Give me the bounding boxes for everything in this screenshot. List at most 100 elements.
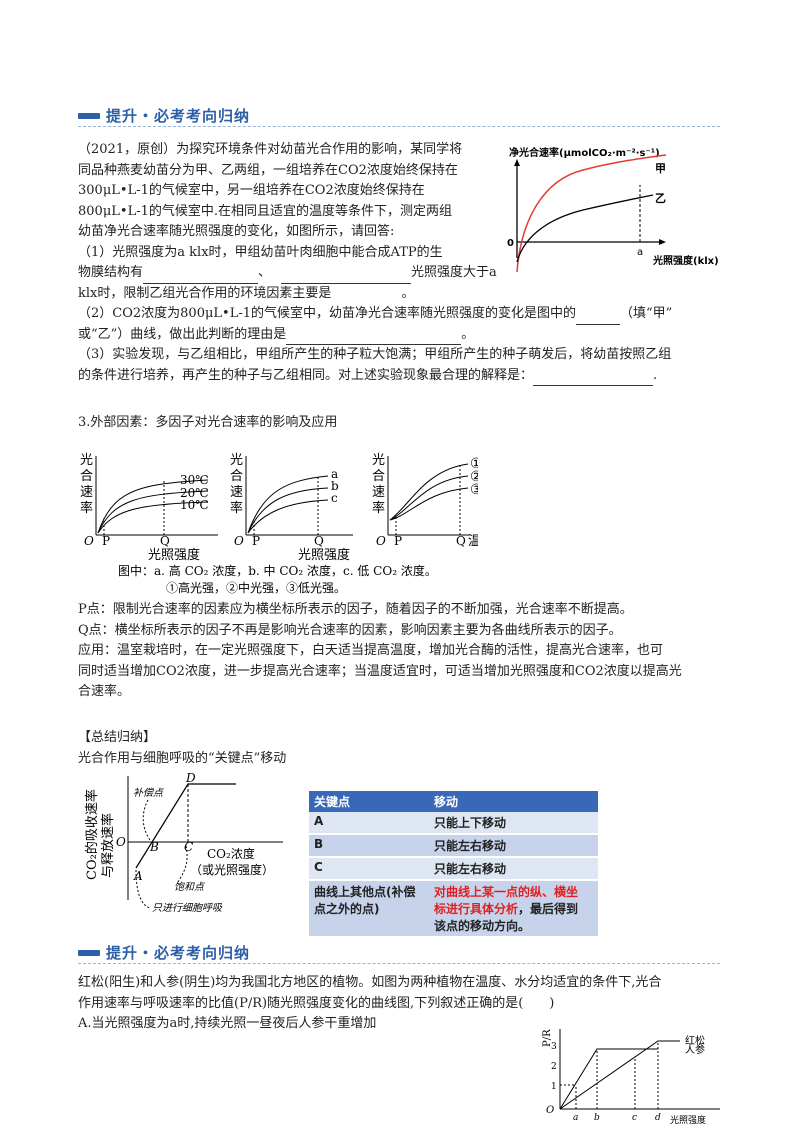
section-title: 提升・必考考向归纳 bbox=[106, 107, 251, 125]
svg-text:A: A bbox=[133, 869, 143, 883]
text-line: 300μL•L-1的气候室中，另一组培养在CO2浓度始终保持在 bbox=[78, 183, 425, 198]
text-line: （2021，原创）为探究环境条件对幼苗光合作用的影响，某同学将 bbox=[78, 142, 463, 157]
svg-text:O: O bbox=[84, 534, 94, 548]
yi-label: 乙 bbox=[655, 192, 666, 205]
svg-text:③: ③ bbox=[470, 482, 478, 498]
summary-heading: 【总结归纳】 光合作用与细胞呼吸的“关键点”移动 bbox=[78, 730, 287, 766]
svg-text:光: 光 bbox=[230, 453, 243, 468]
svg-text:30℃: 30℃ bbox=[180, 473, 209, 487]
answer-blank[interactable] bbox=[281, 269, 412, 284]
answer-blank[interactable] bbox=[143, 269, 259, 284]
svg-text:P: P bbox=[394, 534, 402, 548]
graph-temperature: 光 合 速 率 30℃ 20℃ 10℃ O P Q 光照强度 bbox=[80, 453, 218, 563]
text-line: （1）光照强度为a klx时，甲组幼苗叶肉细胞中能合成ATP的生 bbox=[78, 244, 443, 260]
svg-text:与释放速率: 与释放速率 bbox=[100, 813, 116, 878]
answer-blank[interactable] bbox=[286, 330, 462, 345]
svg-text:速: 速 bbox=[372, 485, 385, 500]
svg-text:光照强度: 光照强度 bbox=[670, 1114, 706, 1125]
text-line: 同品种燕麦幼苗分为甲、乙两组，一组培养在CO2浓度始终保持在 bbox=[78, 162, 458, 178]
section-header: 提升・必考考向归纳 bbox=[78, 105, 250, 126]
svg-text:率: 率 bbox=[372, 500, 385, 516]
svg-text:Q: Q bbox=[314, 534, 324, 548]
text-line: 合速率。 bbox=[78, 684, 131, 699]
svg-text:Q: Q bbox=[160, 534, 170, 548]
svg-text:（或光照强度）: （或光照强度） bbox=[190, 862, 274, 877]
answer-blank[interactable] bbox=[533, 371, 654, 386]
svg-text:b: b bbox=[331, 479, 339, 493]
svg-text:O: O bbox=[546, 1105, 554, 1116]
svg-text:O: O bbox=[376, 534, 386, 548]
table-row: A 只能上下移动 bbox=[309, 812, 598, 835]
svg-text:10℃: 10℃ bbox=[180, 498, 209, 512]
svg-text:c: c bbox=[632, 1113, 637, 1123]
net-photosynthesis-graph: 净光合速率(μmolCO₂·m⁻²·s⁻¹) 0 a 光照强度(klx) 甲 乙 bbox=[507, 146, 719, 273]
svg-text:O: O bbox=[234, 534, 244, 548]
x-arrow-icon bbox=[659, 239, 666, 245]
svg-text:C: C bbox=[184, 840, 193, 854]
svg-text:饱和点: 饱和点 bbox=[174, 881, 205, 893]
header-bar-icon bbox=[78, 112, 100, 119]
jia-label: 甲 bbox=[655, 162, 666, 175]
svg-text:CO₂浓度: CO₂浓度 bbox=[207, 846, 255, 861]
svg-text:率: 率 bbox=[230, 500, 243, 516]
svg-text:②: ② bbox=[470, 469, 478, 485]
option-a[interactable]: A.当光照强度为a时,持续光照一昼夜后人参干重增加 bbox=[78, 1016, 377, 1031]
key-points-diagram: CO₂的吸收速率 与释放速率 O B A C D CO₂浓度 （或光照强度） 补… bbox=[84, 771, 283, 914]
answer-blank[interactable] bbox=[576, 310, 621, 325]
svg-text:2: 2 bbox=[551, 1062, 557, 1072]
question-parts: （2）CO2浓度为800μL•L-1的气候室中，幼苗净光合速率随光照强度的变化是… bbox=[78, 304, 718, 386]
factor-graphs: 光 合 速 率 30℃ 20℃ 10℃ O P Q 光照强度 光 合 速 率 a… bbox=[80, 453, 478, 595]
header-bar-icon bbox=[78, 949, 100, 956]
text-line: 同时适当增加CO2浓度，进一步提高光合速率；当温度适宜时，可适当增加光照强度和C… bbox=[78, 663, 682, 679]
graph-co2: 光 合 速 率 a b c O P Q 光照强度 bbox=[230, 453, 353, 563]
svg-text:a: a bbox=[573, 1113, 578, 1123]
svg-text:率: 率 bbox=[80, 500, 93, 516]
svg-text:B: B bbox=[149, 840, 159, 854]
svg-text:光照强度: 光照强度 bbox=[148, 547, 200, 563]
table-row: 曲线上其他点(补偿 点之外的点) 对曲线上某一点的纵、横坐 标进行具体分析，最后… bbox=[309, 880, 598, 938]
svg-text:速: 速 bbox=[230, 485, 243, 500]
text-line: （2）CO2浓度为800μL•L-1的气候室中，幼苗净光合速率随光照强度的变化是… bbox=[78, 304, 718, 325]
text-line: Q点：横坐标所表示的因子不再是影响光合速率的因素，影响因素主要为各曲线所表示的因… bbox=[78, 622, 622, 638]
svg-text:红松: 红松 bbox=[685, 1034, 705, 1047]
text-line: 800μL•L-1的气候室中.在相同且适宜的温度等条件下，测定两组 bbox=[78, 203, 452, 219]
svg-text:光照强度: 光照强度 bbox=[298, 547, 350, 563]
graph-caption: 图中：a. 高 CO₂ 浓度，b. 中 CO₂ 浓度，c. 低 CO₂ 浓度。 bbox=[118, 563, 437, 578]
section-header: 提升・必考考向归纳 bbox=[78, 942, 250, 963]
svg-text:d: d bbox=[655, 1113, 661, 1123]
svg-text:光: 光 bbox=[80, 453, 93, 468]
svg-text:CO₂的吸收速率: CO₂的吸收速率 bbox=[84, 789, 100, 880]
svg-text:合: 合 bbox=[230, 469, 243, 484]
svg-text:1: 1 bbox=[551, 1082, 557, 1092]
graph-caption: ①高光强，②中光强，③低光强。 bbox=[166, 580, 346, 595]
graph-light: 光 合 速 率 ① ② ③ O P Q 温度 bbox=[372, 453, 478, 549]
svg-text:合: 合 bbox=[80, 469, 93, 484]
factors-notes: P点：限制光合速率的因素应为横坐标所表示的因子，随着因子的不断加强，光合速率不断… bbox=[78, 600, 728, 703]
factors-heading: 3.外部因素：多因子对光合速率的影响及应用 bbox=[78, 415, 338, 430]
svg-text:3: 3 bbox=[551, 1042, 557, 1052]
key-points-table: 关键点 移动 A 只能上下移动 B 只能左右移动 C 只能左右移动 曲线上其他点… bbox=[309, 791, 598, 938]
svg-text:20℃: 20℃ bbox=[180, 486, 209, 500]
text-line: klx时，限制乙组光合作用的环境因素主要是。 bbox=[78, 285, 415, 301]
text-line: 作用速率与呼吸速率的比值(P/R)随光照强度变化的曲线图,下列叙述正确的是( ) bbox=[78, 995, 555, 1011]
svg-text:D: D bbox=[185, 771, 196, 785]
svg-text:P: P bbox=[252, 534, 260, 548]
svg-text:P/R: P/R bbox=[542, 1029, 553, 1047]
a-label: a bbox=[637, 247, 643, 258]
pr-graph: P/R O 1 2 3 a b c d 光照强度 红松 人参 bbox=[542, 1029, 720, 1125]
section-title: 提升・必考考向归纳 bbox=[106, 944, 251, 962]
text-line: 物膜结构有、光照强度大于a bbox=[78, 263, 498, 284]
divider bbox=[78, 126, 720, 127]
text-line: 幼苗净光合速率随光照强度的变化，如图所示，请回答: bbox=[78, 224, 395, 239]
svg-text:a: a bbox=[331, 467, 338, 481]
svg-text:补偿点: 补偿点 bbox=[133, 787, 164, 799]
text-line: 或“乙”）曲线，做出此判断的理由是。 bbox=[78, 325, 718, 345]
svg-text:P: P bbox=[102, 534, 110, 548]
text-line: P点：限制光合速率的因素应为横坐标所表示的因子，随着因子的不断加强，光合速率不断… bbox=[78, 602, 633, 617]
text-line: 红松(阳生)和人参(阴生)均为我国北方地区的植物。如图为两种植物在温度、水分均适… bbox=[78, 975, 662, 990]
graph-xlabel: 光照强度(klx) bbox=[652, 254, 719, 267]
svg-text:速: 速 bbox=[80, 485, 93, 500]
svg-text:温度: 温度 bbox=[468, 533, 478, 549]
svg-text:Q: Q bbox=[456, 534, 466, 548]
table-row: C 只能左右移动 bbox=[309, 857, 598, 881]
